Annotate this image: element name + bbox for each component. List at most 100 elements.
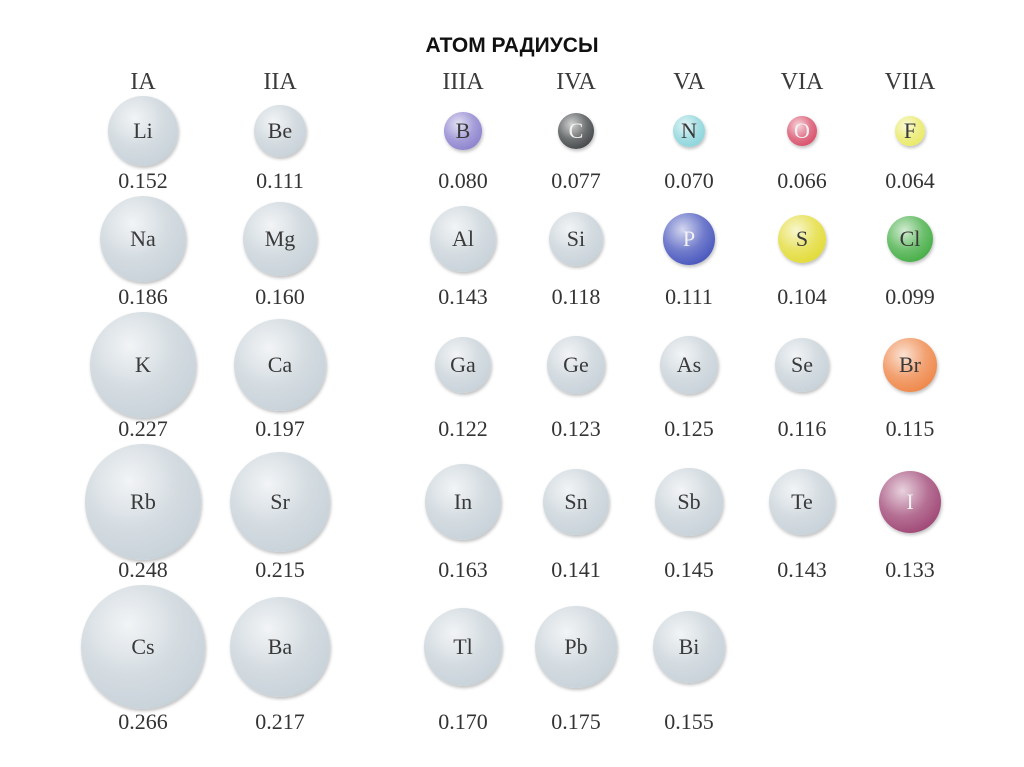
element-symbol: Ga	[450, 351, 476, 377]
element-symbol: Li	[133, 117, 153, 143]
element-symbol: Cl	[899, 225, 921, 251]
atom-i: I	[879, 471, 941, 533]
atom-rb: Rb	[85, 444, 201, 560]
atom-cl: Cl	[887, 216, 933, 262]
element-symbol: I	[906, 488, 914, 514]
atom-ba: Ba	[229, 596, 331, 698]
atom-sn: Sn	[543, 469, 609, 535]
element-symbol: Pb	[564, 633, 588, 659]
radius-value-te: 0.143	[777, 557, 827, 582]
atom-sb: Sb	[655, 468, 723, 536]
element-symbol: O	[794, 117, 810, 143]
group-header-iiia: IIIA	[442, 69, 484, 95]
atom-al: Al	[429, 205, 497, 273]
radius-value-in: 0.163	[438, 557, 488, 582]
group-header-iva: IVA	[556, 69, 596, 95]
element-symbol: Sn	[564, 488, 588, 514]
atom-tl: Tl	[423, 607, 503, 687]
atom-in: In	[425, 464, 501, 540]
element-symbol: Rb	[130, 488, 156, 514]
group-header-va: VA	[673, 69, 705, 95]
atom-b: B	[444, 112, 482, 150]
group-header-via: VIA	[780, 69, 824, 95]
atom-s: S	[777, 214, 827, 264]
radius-value-i: 0.133	[885, 557, 935, 582]
element-symbol: Cs	[131, 633, 155, 659]
atom-c: C	[558, 113, 594, 149]
atom-se: Se	[775, 338, 829, 392]
page-title: АТОМ РАДИУСЫ	[425, 34, 599, 57]
radius-value-c: 0.077	[551, 168, 601, 193]
element-symbol: Sr	[270, 488, 290, 514]
atom-as: As	[660, 336, 718, 394]
element-symbol: Tl	[453, 633, 473, 659]
element-symbol: Sb	[677, 488, 701, 514]
radius-value-li: 0.152	[118, 168, 168, 193]
radius-value-na: 0.186	[118, 284, 168, 309]
element-symbol: Te	[791, 488, 813, 514]
atom-ga: Ga	[434, 336, 492, 394]
element-symbol: In	[453, 488, 473, 514]
radius-value-f: 0.064	[885, 168, 935, 193]
radius-value-al: 0.143	[438, 284, 488, 309]
radius-value-br: 0.115	[885, 416, 935, 441]
element-symbol: Ba	[267, 633, 293, 659]
radius-value-be: 0.111	[256, 168, 304, 193]
radius-value-b: 0.080	[438, 168, 488, 193]
element-symbol: C	[568, 117, 584, 143]
element-symbol: N	[681, 117, 697, 143]
element-symbol: Al	[451, 225, 474, 251]
radius-value-n: 0.070	[664, 168, 714, 193]
radius-value-ba: 0.217	[255, 709, 305, 734]
radius-value-se: 0.116	[777, 416, 827, 441]
element-symbol: As	[676, 352, 702, 377]
radius-value-cs: 0.266	[118, 709, 168, 734]
radius-value-mg: 0.160	[255, 284, 305, 309]
element-symbol: K	[135, 351, 151, 377]
atom-mg: Mg	[242, 201, 318, 277]
radius-value-o: 0.066	[777, 168, 827, 193]
atom-pb: Pb	[535, 606, 617, 688]
atom-f: F	[895, 116, 925, 146]
atom-cs: Cs	[81, 585, 205, 709]
atom-o: O	[786, 115, 818, 147]
radius-value-rb: 0.248	[118, 557, 168, 582]
radius-value-pb: 0.175	[551, 709, 601, 734]
radius-value-p: 0.111	[665, 284, 713, 309]
element-symbol: Be	[267, 117, 293, 143]
radius-value-s: 0.104	[777, 284, 827, 309]
radius-value-as: 0.125	[664, 416, 714, 441]
element-symbol: S	[795, 225, 809, 251]
radius-value-bi: 0.155	[664, 709, 714, 734]
radius-value-ge: 0.123	[551, 416, 601, 441]
atom-k: K	[90, 312, 196, 418]
element-symbol: F	[903, 117, 917, 143]
element-symbol: Se	[790, 351, 813, 377]
radius-value-tl: 0.170	[438, 709, 488, 734]
element-symbol: P	[682, 225, 696, 251]
atom-br: Br	[883, 338, 937, 392]
group-header-viia: VIIA	[884, 69, 936, 95]
atom-bi: Bi	[653, 611, 725, 683]
element-symbol: Br	[898, 351, 921, 377]
atom-ge: Ge	[547, 336, 605, 394]
element-symbol: Ca	[267, 351, 293, 377]
radius-value-cl: 0.099	[885, 284, 935, 309]
atom-te: Te	[768, 468, 836, 536]
radius-value-ga: 0.122	[438, 416, 488, 441]
element-symbol: Mg	[264, 225, 296, 251]
group-header-ia: IA	[130, 69, 156, 95]
atom-sr: Sr	[230, 452, 330, 552]
element-symbol: Na	[130, 225, 156, 251]
atom-li: Li	[107, 95, 179, 167]
element-symbol: Ge	[563, 351, 589, 377]
atom-si: Si	[548, 211, 604, 267]
radius-value-si: 0.118	[551, 284, 601, 309]
element-symbol: Si	[566, 225, 586, 251]
radius-value-sn: 0.141	[551, 557, 601, 582]
atom-na: Na	[99, 195, 187, 283]
atom-be: Be	[254, 105, 306, 157]
radius-value-sr: 0.215	[255, 557, 305, 582]
element-symbol: Bi	[678, 633, 700, 659]
group-header-iia: IIA	[263, 69, 297, 95]
